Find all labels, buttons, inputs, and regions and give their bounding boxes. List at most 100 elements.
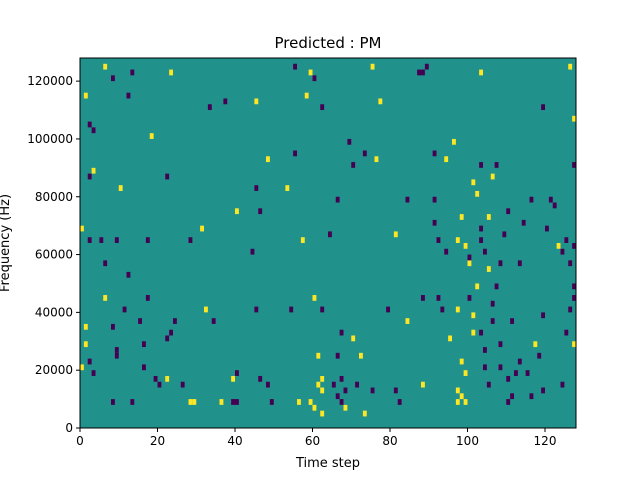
heatmap-cell-low-81 [114,347,119,353]
heatmap-cell-low-52 [467,254,472,261]
heatmap-cell-low-109 [486,381,491,388]
heatmap-cell-high-30 [393,231,398,238]
heatmap-cell-low-66 [436,295,441,301]
x-tick-label-3: 60 [305,434,320,448]
heatmap-cell-high-18 [118,185,123,191]
heatmap-cell-high-12 [452,138,456,145]
heatmap-cell-low-37 [99,237,104,243]
heatmap-cell-low-118 [231,399,236,405]
heatmap-cell-low-90 [335,352,340,359]
heatmap-cell-low-69 [467,295,472,301]
heatmap-cell-low-112 [517,358,522,365]
y-tick-label-4: 80000 [35,190,73,204]
heatmap-cell-high-49 [572,341,577,348]
heatmap-cell-low-12 [87,121,92,128]
heatmap-cell-low-89 [165,335,170,342]
heatmap-cell-high-25 [80,225,84,232]
heatmap-cell-low-25 [335,196,340,203]
heatmap-cell-low-71 [138,318,143,324]
heatmap-cell-low-65 [572,283,577,290]
heatmap-cell-high-29 [300,237,305,243]
heatmap-cell-low-103 [266,381,270,388]
heatmap-cell-high-45 [533,341,538,348]
heatmap-cell-low-62 [386,306,391,313]
heatmap-cell-low-61 [320,306,325,313]
heatmap-cell-low-111 [525,370,530,376]
heatmap-cell-low-33 [432,219,437,226]
heatmap-cell-low-101 [180,381,185,388]
heatmap-cell-high-23 [459,214,464,220]
y-tick-label-0: 0 [65,421,73,435]
heatmap-cell-low-32 [552,202,557,209]
heatmap-cells [80,63,577,417]
heatmap-cell-low-117 [130,399,135,405]
heatmap-cell-low-70 [111,323,115,330]
x-axis-label: Time step [295,456,360,471]
heatmap-cell-low-22 [87,173,92,180]
heatmap-cell-low-47 [572,243,577,249]
heatmap-cell-high-53 [320,375,325,382]
heatmap-cell-high-15 [444,156,449,163]
heatmap-cell-high-3 [370,63,375,70]
heatmap-cell-low-51 [444,248,449,255]
heatmap-cell-low-99 [153,375,158,382]
heatmap-cell-low-76 [490,318,495,324]
heatmap-cell-low-17 [432,150,437,157]
heatmap-cell-low-82 [142,341,146,348]
heatmap-cell-high-66 [297,399,301,405]
x-tick-label-1: 20 [150,434,165,448]
heatmap-cell-low-30 [258,208,263,215]
heatmap-cell-low-120 [269,399,274,405]
y-tick-label-5: 100000 [27,132,73,146]
heatmap-cell-low-20 [494,162,499,168]
heatmap-cell-low-75 [440,306,445,313]
heatmap-cell-low-59 [122,306,127,313]
heatmap-cell-high-51 [459,358,464,365]
y-tick-label-1: 20000 [35,363,73,377]
heatmap-cell-high-35 [103,295,108,301]
x-axis: 0 20 40 60 80 100 120 [76,428,556,448]
heatmap-cell-low-2 [293,63,298,70]
heatmap-cell-low-10 [320,104,325,111]
x-tick-label-5: 100 [456,434,479,448]
heatmap-cell-low-58 [145,295,150,301]
heatmap-cell-low-121 [339,399,344,405]
heatmap-cell-high-44 [351,335,356,342]
heatmap-cell-low-122 [370,387,375,394]
plot-area [80,58,576,428]
heatmap-cell-low-119 [235,399,239,405]
heatmap-cell-high-24 [486,214,491,220]
heatmap-cell-low-96 [339,375,344,382]
heatmap-cell-low-57 [568,260,573,267]
heatmap-cell-low-86 [498,341,503,348]
heatmap-cell-high-46 [83,341,88,348]
heatmap-cell-low-115 [541,387,546,394]
heatmap-cell-low-53 [483,248,487,255]
heatmap-cell-low-6 [126,92,131,99]
heatmap-cell-low-106 [343,387,348,394]
y-tick-label-3: 60000 [35,248,73,262]
y-tick-label-6: 120000 [27,74,73,88]
heatmap-cell-low-94 [142,364,146,371]
heatmap-cell-low-28 [529,196,534,203]
heatmap-cell-high-7 [254,98,259,105]
heatmap-cell-low-80 [564,329,569,336]
heatmap-cell-low-13 [91,127,96,134]
heatmap-cell-low-35 [521,219,526,226]
heatmap-cell-low-46 [564,237,569,243]
heatmap-cell-high-57 [459,393,464,400]
heatmap-cell-low-43 [479,237,484,243]
heatmap-cell-low-73 [211,318,216,324]
heatmap-cell-high-40 [471,329,476,336]
heatmap-cell-high-26 [455,237,460,243]
heatmap-cell-high-59 [455,399,460,405]
heatmap-cell-high-69 [320,410,325,417]
heatmap-cell-high-2 [308,69,313,76]
heatmap-cell-low-114 [560,381,565,388]
heatmap-cell-low-34 [479,225,484,232]
heatmap-cell-low-83 [169,329,174,336]
heatmap-cell-high-1 [169,69,174,76]
heatmap-cell-low-108 [393,387,398,394]
plot-frame [79,57,577,429]
